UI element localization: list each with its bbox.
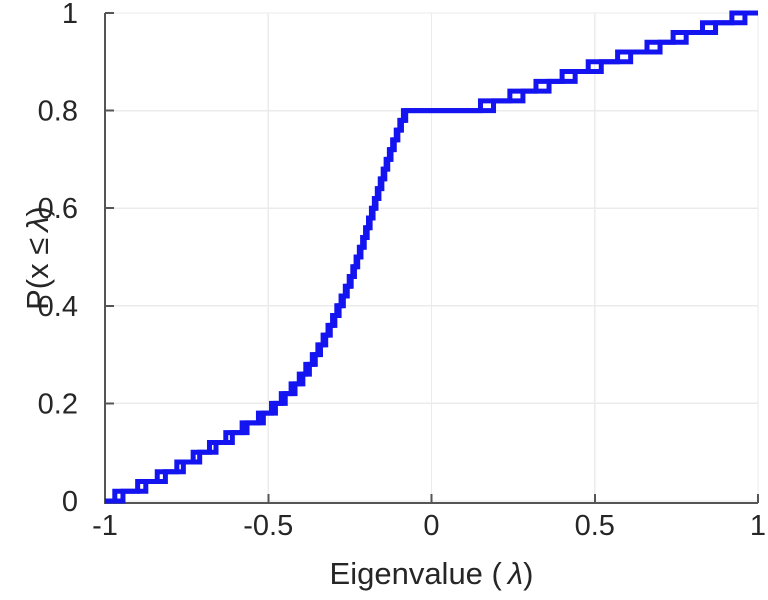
x-tick-label: 1 — [750, 510, 766, 542]
x-tick-label: 0.5 — [575, 510, 615, 542]
ecdf-curve-2 — [105, 10, 758, 504]
y-tick-label: 0.2 — [38, 388, 78, 420]
y-axis-label-text: P(x ≤ — [20, 237, 55, 310]
x-axis-label-close: ) — [523, 556, 534, 591]
y-tick-label: 0.4 — [38, 291, 78, 323]
x-tick-label: -0.5 — [243, 510, 293, 542]
x-axis-label-text: Eigenvalue ( — [329, 556, 502, 591]
x-axis-label: Eigenvalue (λ) — [105, 556, 758, 592]
y-tick-label: 0 — [62, 486, 78, 518]
lambda-symbol: λ — [507, 556, 524, 591]
x-tick-label: -1 — [92, 510, 118, 542]
y-axis-label: P(x ≤ λ) — [20, 8, 56, 508]
y-tick-label: 0.6 — [38, 193, 78, 225]
y-tick-label: 0.8 — [38, 96, 78, 128]
x-tick-label: 0 — [423, 510, 439, 542]
y-tick-label: 1 — [62, 0, 78, 30]
y-axis-label-close: ) — [20, 206, 55, 217]
lambda-symbol: λ — [20, 216, 55, 232]
